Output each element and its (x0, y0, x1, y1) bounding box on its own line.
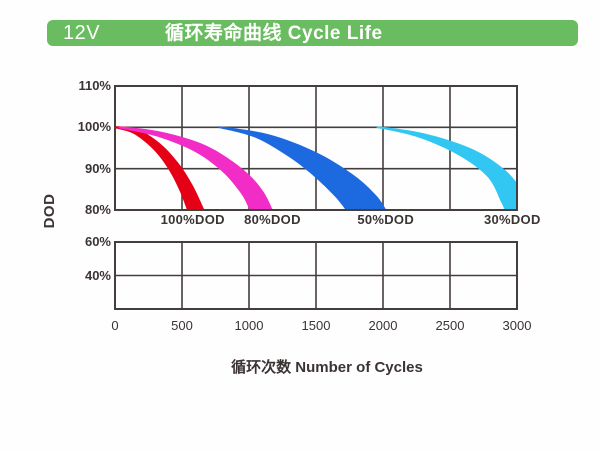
x-tick-label: 3000 (502, 318, 532, 333)
x-tick-label: 1500 (301, 318, 331, 333)
band-80dod (118, 126, 273, 210)
series-label-50dod: 50%DOD (357, 212, 415, 227)
series-label-30dod: 30%DOD (483, 212, 541, 227)
y-tick-label: 40% (84, 267, 111, 283)
y-tick-label: 60% (84, 234, 111, 249)
x-axis-title: 循环次数 Number of Cycles (231, 359, 423, 376)
series-label-100dod: 100%DOD (160, 212, 225, 227)
page-title: 循环寿命曲线 Cycle Life (165, 23, 383, 44)
x-tick-label: 2500 (435, 318, 465, 333)
band-30dod (376, 126, 517, 210)
x-tick-label: 1000 (234, 318, 264, 333)
y-tick-label: 80% (84, 202, 111, 217)
band-50dod (217, 126, 387, 210)
header-bar: 12V 循环寿命曲线 Cycle Life (47, 20, 578, 46)
y-axis-title: DOD (41, 193, 58, 229)
series-label-80dod: 80%DOD (244, 212, 301, 227)
y-tick-label: 90% (84, 160, 111, 176)
voltage-badge: 12V (63, 22, 101, 44)
x-tick-label: 0 (111, 318, 119, 333)
band-100dod (115, 126, 205, 210)
plot-border (114, 85, 518, 211)
y-tick-label: 100% (77, 119, 111, 135)
x-tick-label: 500 (171, 318, 193, 333)
x-tick-label: 2000 (368, 318, 398, 333)
plot-border (114, 241, 518, 310)
y-tick-label: 110% (78, 78, 111, 93)
